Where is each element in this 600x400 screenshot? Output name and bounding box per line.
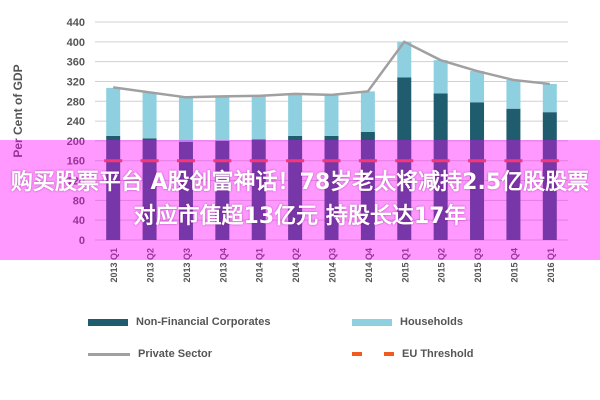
chart-legend: Non-Financial Corporates Households Priv… [0,300,600,380]
y-tick-label: 440 [67,17,85,29]
x-tick-label: 2014 Q1 [255,248,265,283]
y-tick-label: 240 [67,116,85,128]
bar-households [142,92,157,139]
bar-households [506,79,521,109]
x-tick-label: 2013 Q1 [109,248,119,283]
legend-item-households: Households [352,316,463,328]
x-tick-label: 2014 Q4 [364,248,374,283]
bar-households [433,60,448,94]
bar-households [324,94,339,136]
bar-households [106,87,121,136]
legend-item-eu-threshold: EU Threshold [352,348,474,360]
bar-households [397,41,412,78]
legend-swatch-eu-threshold [352,352,394,356]
bar-nonfinancial [470,102,485,240]
bar-households [542,83,557,113]
bar-households [251,95,266,140]
y-tick-label: 280 [67,96,85,108]
y-tick-label: 200 [67,136,85,148]
y-tick-label: 0 [79,235,85,247]
x-tick-label: 2013 Q4 [218,248,228,283]
lines [104,40,559,163]
legend-label-eu-threshold: EU Threshold [402,348,474,360]
bar-nonfinancial [397,77,412,240]
y-tick-label: 360 [67,57,85,69]
legend-swatch-private-sector [88,352,130,356]
x-tick-label: 2014 Q3 [328,248,338,283]
legend-label-nonfinancial: Non-Financial Corporates [136,316,271,328]
y-tick-label: 80 [73,195,85,207]
x-tick-label: 2013 Q2 [146,248,156,283]
legend-item-nonfinancial: Non-Financial Corporates [88,316,270,328]
bar-households [470,71,485,103]
axis-labels: 0 40 80 120 160 200 240 280 320 360 400 440 Per Cent… [11,17,556,283]
y-tick-label: 320 [67,76,85,88]
x-tick-label: 2014 Q2 [291,248,301,283]
x-tick-label: 2015 Q2 [437,248,447,283]
legend-swatch-households [352,318,392,326]
chart-canvas: 0 40 80 120 160 200 240 280 320 360 400 440 Per Cent… [11,17,568,283]
legend-swatch-nonfinancial [88,318,128,326]
legend-label-private-sector: Private Sector [138,348,212,360]
legend-item-private-sector: Private Sector [88,348,212,360]
bar-nonfinancial [178,141,193,240]
bar-households [288,93,303,136]
x-tick-label: 2013 Q3 [182,248,192,283]
bar-nonfinancial [542,112,557,240]
line-private-sector [113,40,550,99]
y-tick-label: 40 [73,215,85,227]
y-tick-label: 160 [67,156,85,168]
banner-text[interactable]: 购买股票平台 A股创富神话！78岁老太将减持2.5亿股股票 对应市值超13亿元 … [10,170,590,229]
bar-nonfinancial [506,108,521,240]
bar-households [215,96,230,141]
bar-nonfinancial [433,93,448,240]
y-axis-label: Per Cent of GDP [11,64,25,157]
x-tick-label: 2015 Q1 [400,248,410,283]
bar-nonfinancial [360,131,375,240]
y-tick-label: 120 [67,176,85,188]
bar-households [360,91,375,132]
x-tick-label: 2016 Q1 [546,248,556,283]
bar-nonfinancial [215,140,230,240]
bar-nonfinancial [142,138,157,240]
x-tick-label: 2015 Q3 [473,248,483,283]
bar-nonfinancial [251,139,266,240]
x-tick-label: 2015 Q4 [509,248,519,283]
y-tick-label: 400 [67,37,85,49]
legend-label-households: Households [400,316,463,328]
overlay-banner[interactable]: 购买股票平台 A股创富神话！78岁老太将减持2.5亿股股票 对应市值超13亿元 … [0,140,600,260]
bar-households [178,97,193,142]
